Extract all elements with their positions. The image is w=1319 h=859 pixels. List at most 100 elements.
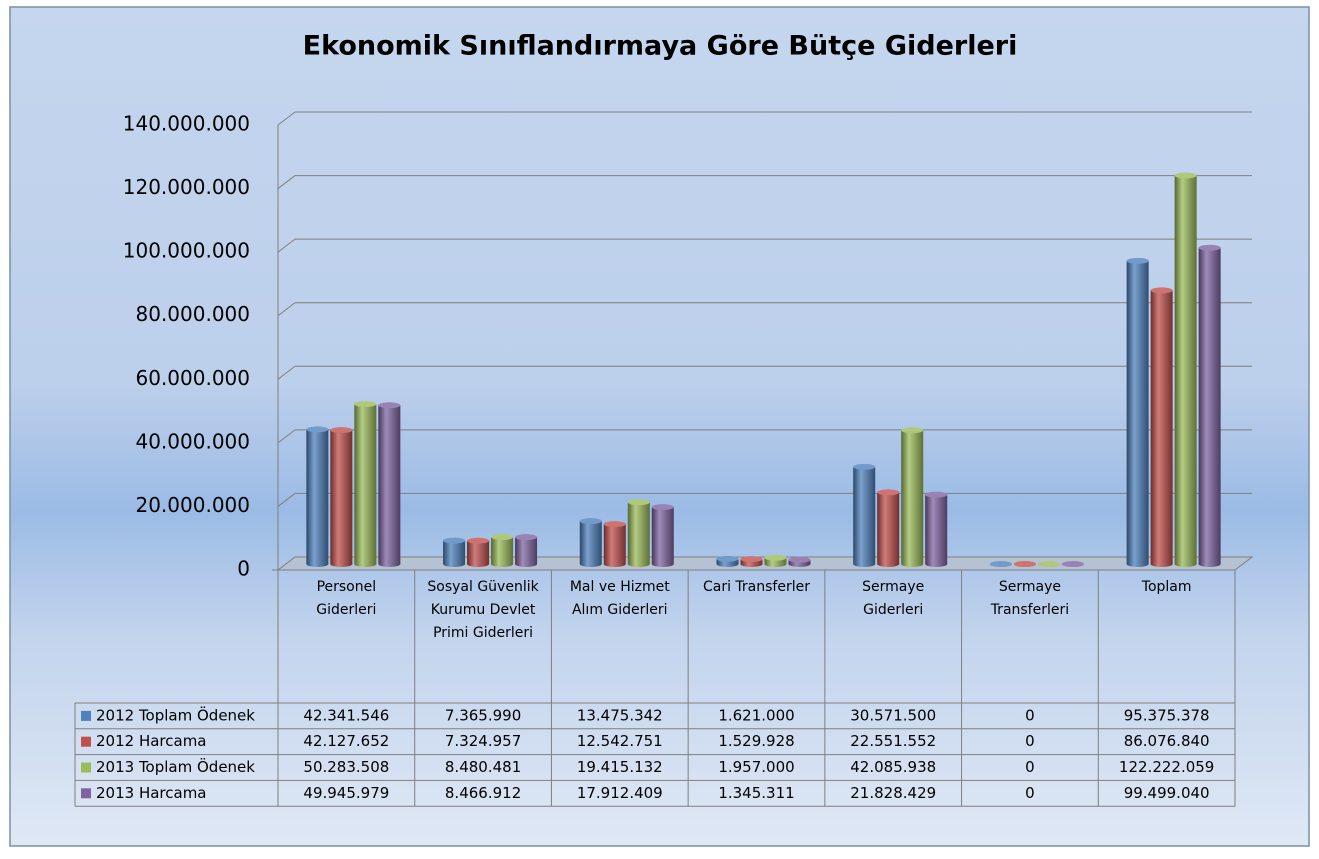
table-value: 22.551.552 — [850, 732, 936, 750]
x-tick-label: Sosyal Güvenlik Kurumu Devlet Primi Gide… — [427, 579, 539, 641]
bar-top — [764, 554, 787, 561]
bar-top — [1013, 561, 1036, 567]
table-value: 49.945.979 — [303, 784, 389, 802]
bar — [443, 540, 466, 567]
bar — [515, 537, 538, 567]
table-value: 42.127.652 — [303, 732, 389, 750]
data-table: Personel Giderleri Sosyal Güvenlik Kurumu… — [74, 570, 1236, 807]
x-tick-label: Personel Giderleri — [316, 579, 377, 618]
table-value: 1.345.311 — [718, 784, 794, 802]
bar — [491, 537, 514, 567]
bar — [579, 521, 602, 567]
table-value: 19.415.132 — [577, 758, 663, 776]
y-tick-label: 100.000.000 — [123, 239, 250, 263]
table-value: 86.076.840 — [1124, 732, 1210, 750]
legend-label: 2012 Toplam Ödenek — [96, 705, 255, 724]
bar-top — [901, 427, 924, 434]
y-tick-label: 60.000.000 — [135, 366, 250, 390]
grid-line — [277, 365, 296, 380]
legend-swatch — [81, 710, 91, 721]
table-value: 50.283.508 — [303, 758, 389, 776]
bar — [925, 494, 948, 567]
bar-top — [740, 556, 763, 563]
bar — [1126, 260, 1149, 567]
table-value: 8.480.481 — [445, 758, 521, 776]
bar — [877, 492, 900, 567]
x-tick-label: Cari Transferler — [702, 579, 810, 595]
y-tick-label: 40.000.000 — [135, 429, 250, 453]
bar — [354, 404, 377, 567]
chart-area — [9, 6, 1310, 847]
x-tick-label: Toplam — [1141, 579, 1192, 595]
bar-top — [716, 555, 739, 562]
table-value: 0 — [1025, 732, 1035, 750]
table-value: 8.466.912 — [445, 784, 521, 802]
bar-top — [1037, 561, 1060, 567]
table-value: 1.529.928 — [718, 732, 794, 750]
y-tick-label: 80.000.000 — [135, 302, 250, 326]
x-tick-label: Sermaye Giderleri — [862, 579, 925, 618]
grid-line — [277, 111, 296, 126]
bar-top — [515, 534, 538, 541]
bar — [1174, 175, 1197, 567]
x-tick-label: Sermaye Transferleri — [990, 579, 1070, 618]
bar-top — [788, 556, 811, 563]
bar-top — [627, 499, 650, 506]
bar-top — [330, 427, 353, 434]
table-value: 0 — [1025, 706, 1035, 724]
category-cell: Personel Giderleri — [316, 579, 377, 618]
table-value: 0 — [1025, 784, 1035, 802]
bar — [1198, 247, 1221, 567]
bar-top — [1174, 172, 1197, 179]
table-value: 21.828.429 — [850, 784, 936, 802]
y-tick-label: 0 — [237, 557, 250, 581]
table-value: 17.912.409 — [577, 784, 663, 802]
bar — [1150, 290, 1173, 567]
bar-top — [1126, 257, 1149, 264]
bar — [901, 430, 924, 567]
bar — [467, 540, 490, 567]
legend-label: 2013 Harcama — [96, 784, 207, 802]
table-value: 7.324.957 — [445, 732, 521, 750]
bar-top — [1150, 287, 1173, 294]
bar-top — [853, 463, 876, 470]
bar-top — [306, 426, 329, 433]
table-value: 7.365.990 — [445, 706, 521, 724]
table-value: 42.341.546 — [303, 706, 389, 724]
table-value: 95.375.378 — [1124, 706, 1210, 724]
grid-line — [277, 175, 296, 189]
table-value: 42.085.938 — [850, 758, 936, 776]
bar — [627, 502, 650, 567]
table-value: 12.542.751 — [577, 732, 663, 750]
bar-top — [491, 534, 514, 541]
bar-top — [603, 521, 626, 528]
bar — [306, 429, 329, 567]
category-cell: Sermaye Giderleri — [862, 579, 925, 618]
x-tick-label: Mal ve Hizmet Alım Giderleri — [569, 579, 670, 618]
legend-swatch — [81, 762, 91, 773]
bar — [603, 524, 626, 567]
bar — [651, 507, 674, 567]
legend-swatch — [81, 736, 91, 747]
legend-label: 2012 Harcama — [96, 732, 207, 750]
bar-top — [378, 402, 401, 409]
table-value: 99.499.040 — [1124, 784, 1210, 802]
category-cell: Sosyal Güvenlik Kurumu Devlet Primi Gide… — [427, 579, 539, 641]
bar — [853, 466, 876, 567]
bar-top — [443, 537, 466, 544]
category-cell: Cari Transferler — [702, 579, 810, 595]
y-tick-label: 20.000.000 — [135, 493, 250, 517]
category-cell: Toplam — [1141, 579, 1192, 595]
y-tick-label: 120.000.000 — [123, 175, 250, 199]
bar-top — [579, 518, 602, 525]
bar-top — [467, 537, 490, 544]
table-value: 13.475.342 — [577, 706, 663, 724]
grid-line — [277, 238, 296, 253]
legend-label: 2013 Toplam Ödenek — [96, 757, 255, 776]
bar-top — [877, 489, 900, 496]
bar-top — [1061, 561, 1084, 567]
y-tick-label: 140.000.000 — [123, 112, 250, 136]
category-cell: Mal ve Hizmet Alım Giderleri — [569, 579, 670, 618]
bar-top — [1198, 244, 1221, 251]
